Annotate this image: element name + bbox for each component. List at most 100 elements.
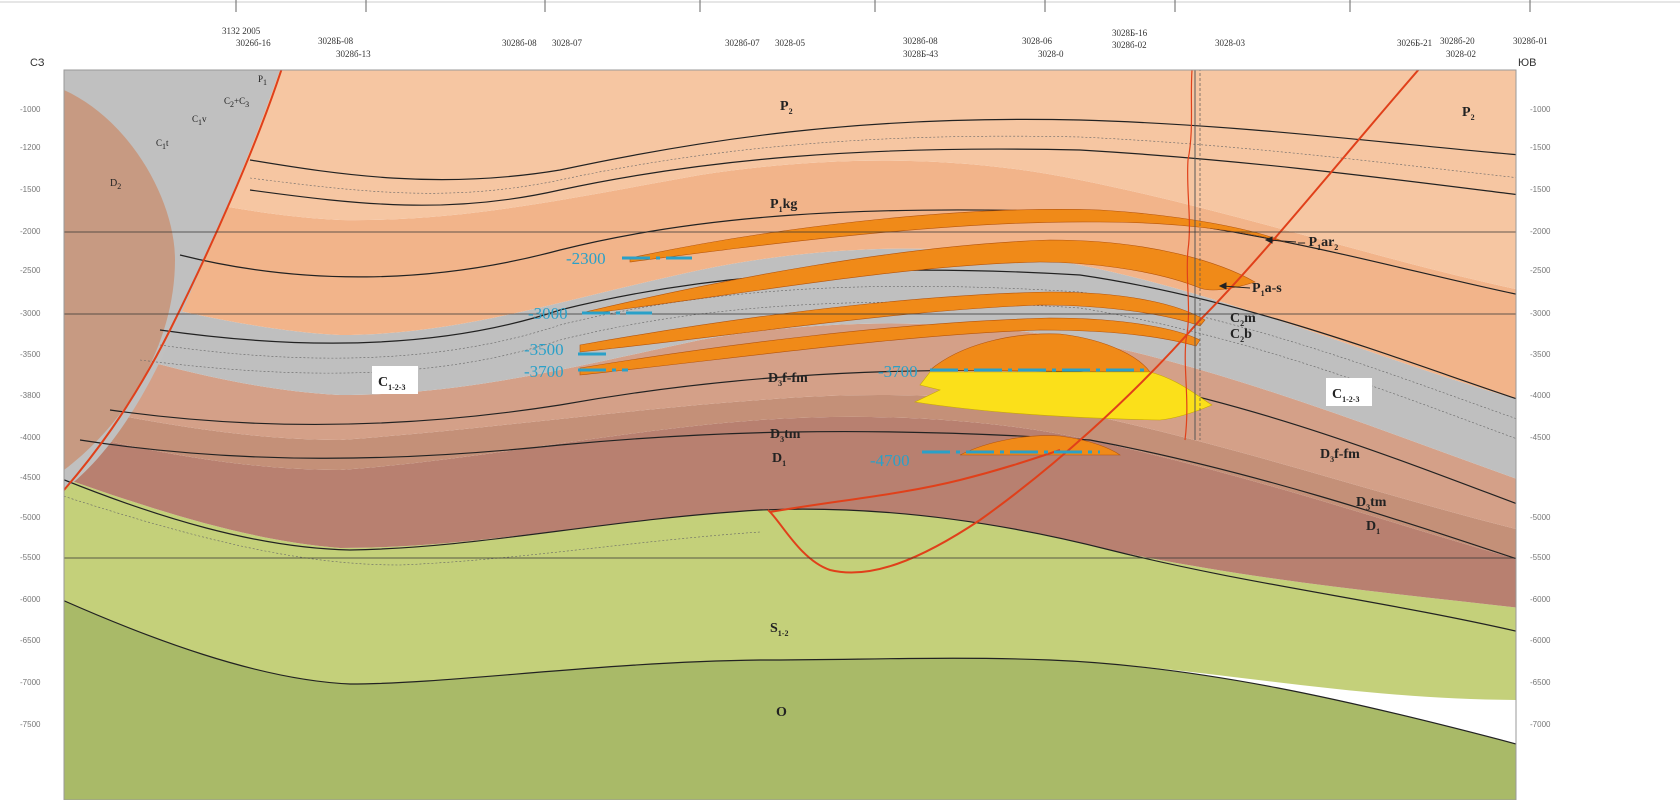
reservoir-bodies [579,209,1286,456]
layer-d3tm [64,395,1516,559]
svg-text:-6000: -6000 [20,595,41,604]
svg-text:-6500: -6500 [1530,678,1551,687]
unit-labels: P2 P2 P1kg – P1ar2 P1a-s C2m C2b C1-2-3 … [110,74,1475,720]
svg-text:-3500: -3500 [1530,350,1551,359]
svg-text:-2000: -2000 [20,227,41,236]
end-label-right: ЮВ [1518,57,1536,69]
unit-c2b: C2b [1230,327,1252,344]
contact-label: -3500 [524,340,564,359]
svg-text:-5000: -5000 [20,513,41,522]
svg-text:-2500: -2500 [20,266,41,275]
unit-o: O [776,705,787,720]
pointer-arrows [1218,236,1297,290]
svg-text:-4500: -4500 [20,473,41,482]
unit-p1ar2: – P1ar2 [1297,235,1338,252]
well-label: 3028-06 [1022,36,1052,46]
well-label: 3028Б-43 [903,49,939,59]
svg-text:-7000: -7000 [20,678,41,687]
well-label: 3028б-01 [1513,36,1548,46]
unit-c1v: C1v [192,114,207,127]
well-label: 3028Б-16 [1112,28,1148,38]
unit-p1-left: P1 [258,74,267,87]
svg-text:-1500: -1500 [1530,143,1551,152]
reservoir-gas-yellow [913,371,1213,421]
svg-text:-3500: -3500 [20,350,41,359]
well-label: 3028б-02 [1112,40,1147,50]
unit-d3ffm-right: D3f-fm [1320,447,1360,464]
unit-d3tm-center: D3tm [770,427,801,444]
well-label: 3026Б-21 [1397,38,1432,48]
unit-s12: S1-2 [770,621,788,638]
well-label: 3132 2005 [222,26,261,36]
top-tick-bar [0,0,1680,12]
contact-lines [578,256,1150,454]
svg-text:-7500: -7500 [20,720,41,729]
svg-text:-4500: -4500 [1530,433,1551,442]
svg-text:-4000: -4000 [1530,391,1551,400]
unit-d1-right: D1 [1366,519,1380,536]
reservoir-p1ar2 [629,209,1286,263]
contact-label: -3000 [528,304,568,323]
unit-c2c3: C2+C3 [224,96,249,109]
unit-c123-left: C1-2-3 [378,375,405,392]
well-headers: 3132 2005 3026б-16 3028Б-08 3028б-13 302… [222,26,1548,59]
well-label: 3028Б-08 [318,36,354,46]
unit-d3tm-right: D3tm [1356,495,1387,512]
svg-text:-1000: -1000 [1530,105,1551,114]
svg-text:-1500: -1500 [20,185,41,194]
unit-p1kg: P1kg [770,197,797,214]
wedge-devonian-left [64,90,175,470]
svg-text:-6000: -6000 [1530,636,1551,645]
layer-d1 [64,416,1516,608]
well-label: 3028б-13 [336,49,371,59]
fault-lines [64,70,1420,574]
grid-lines [64,231,1516,559]
svg-text:-5000: -5000 [1530,513,1551,522]
well-label: 3028б-20 [1440,36,1475,46]
svg-text:-1500: -1500 [1530,185,1551,194]
layer-permian-upper [64,70,1516,290]
contact-label: -3700 [878,362,918,381]
layer-ordovician [64,600,1516,800]
contact-label: -2300 [566,249,606,268]
horizon-thin-lines [64,135,1516,566]
svg-text:-3000: -3000 [20,309,41,318]
well-label: 3028-05 [775,38,805,48]
unit-p1as: P1a-s [1252,281,1282,298]
well-label: 3028б-08 [903,36,938,46]
depth-axis-right: -1000 -1500 -1500 -2000 -2500 -3000 -350… [1530,105,1551,729]
contact-labels: -2300 -3000 -3500 -3700 -3700 -4700 [524,249,918,470]
reservoir-c2b [579,317,1201,376]
contact-label: -3700 [524,362,564,381]
well-label: 3028-03 [1215,38,1245,48]
well-label: 3028-02 [1446,49,1476,59]
unit-p2-right: P2 [1462,105,1475,122]
well-label: 3028-0 [1038,49,1064,59]
svg-text:-5500: -5500 [20,553,41,562]
reservoir-dome-upper [929,333,1151,373]
label-box [1326,378,1372,406]
svg-text:-5500: -5500 [1530,553,1551,562]
depth-axis-left: -1000 -1200 -1500 -2000 -2500 -3000 -350… [20,105,41,729]
svg-text:-6000: -6000 [1530,595,1551,604]
svg-text:-4000: -4000 [20,433,41,442]
unit-c123-right: C1-2-3 [1332,387,1359,404]
svg-text:-1000: -1000 [20,105,41,114]
unit-c2m: C2m [1230,311,1256,328]
well-log [1184,70,1201,441]
svg-text:-3000: -3000 [1530,309,1551,318]
contact-label: -4700 [870,451,910,470]
svg-text:-2000: -2000 [1530,227,1551,236]
label-box [372,366,418,394]
svg-text:-7000: -7000 [1530,720,1551,729]
well-label: 3028б-08 [502,38,537,48]
svg-text:-6500: -6500 [20,636,41,645]
well-label: 3028б-07 [725,38,760,48]
unit-c1t: C1t [156,138,169,151]
svg-text:-2500: -2500 [1530,266,1551,275]
well-label: 3028-07 [552,38,582,48]
end-label-left: СЗ [30,57,45,69]
unit-d2-left: D2 [110,178,121,191]
unit-p2-left: P2 [780,99,793,116]
